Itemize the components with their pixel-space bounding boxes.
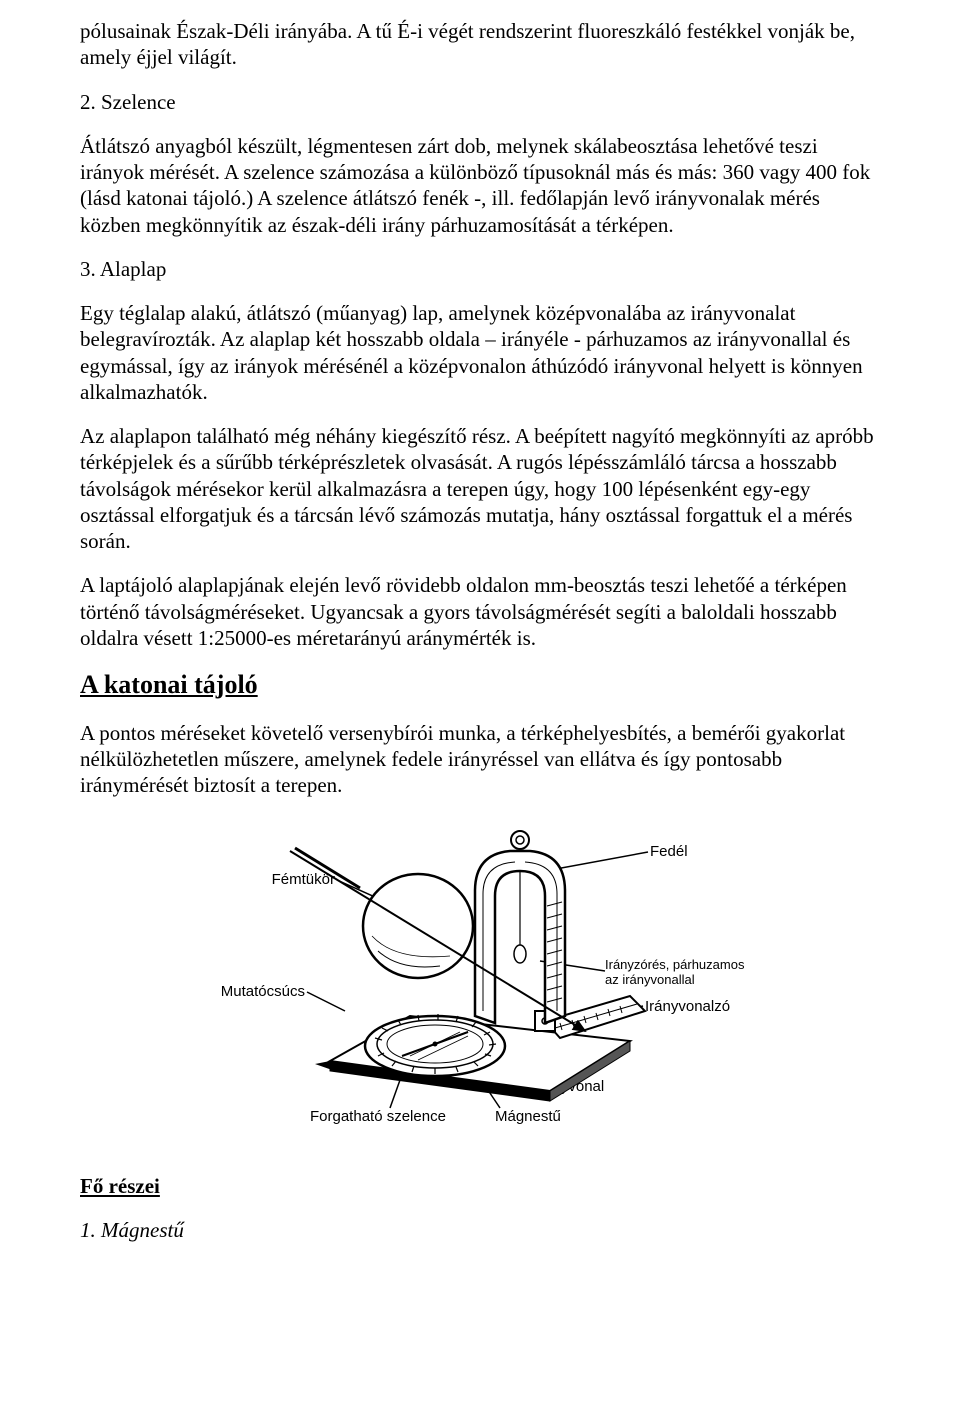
section-2-paragraph: Átlátszó anyagból készült, légmentesen z…: [80, 133, 880, 238]
label-iranyzores-l2: az irányvonallal: [605, 972, 695, 987]
paragraph-intro: pólusainak Észak-Déli irányába. A tű É-i…: [80, 18, 880, 71]
katonai-paragraph: A pontos méréseket követelő versenybírói…: [80, 720, 880, 799]
section-3-paragraph-2: Az alaplapon található még néhány kiegés…: [80, 423, 880, 554]
heading-katonai-tajolo: A katonai tájoló: [80, 669, 880, 702]
heading-fo-reszei: Fő részei: [80, 1173, 880, 1199]
label-iranyzores-l1: Irányzórés, párhuzamos: [605, 957, 745, 972]
subheading-magnetu: 1. Mágnestű: [80, 1217, 880, 1243]
section-3-paragraph-3: A laptájoló alaplapjának elején levő röv…: [80, 572, 880, 651]
label-szelence: Forgatható szelence: [310, 1108, 446, 1125]
section-2-title: 2. Szelence: [80, 89, 880, 115]
label-fedel: Fedél: [650, 843, 688, 860]
label-iranyvonalzo: Irányvonalzó: [645, 998, 730, 1015]
section-3-title: 3. Alaplap: [80, 256, 880, 282]
label-magnetu: Mágnestű: [495, 1108, 561, 1125]
compass-diagram: Fémtükör Mutatócsúcs Fedél Irányzórés, p…: [200, 816, 760, 1152]
compass-diagram-svg: Fémtükör Mutatócsúcs Fedél Irányzórés, p…: [200, 816, 760, 1146]
section-3-paragraph-1: Egy téglalap alakú, átlátszó (műanyag) l…: [80, 300, 880, 405]
label-mutatocsucs: Mutatócsúcs: [221, 983, 305, 1000]
